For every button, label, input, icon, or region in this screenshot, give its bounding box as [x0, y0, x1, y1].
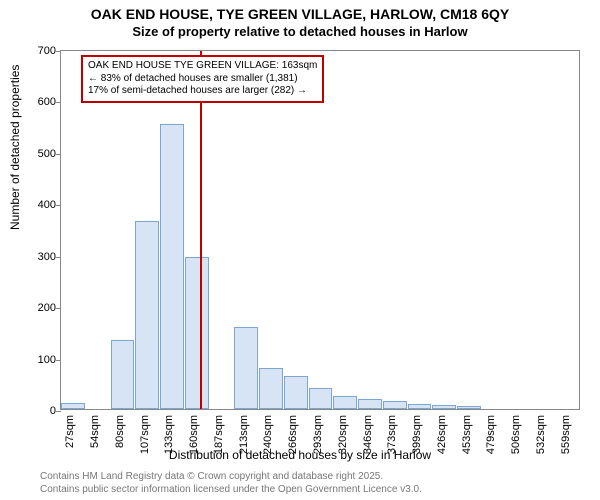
histogram-bar — [432, 405, 456, 409]
footer-line-1: Contains HM Land Registry data © Crown c… — [40, 471, 422, 484]
y-tick-label: 100 — [31, 354, 56, 366]
y-tick-mark — [56, 102, 61, 103]
y-tick-mark — [56, 205, 61, 206]
histogram-bar — [284, 376, 308, 409]
y-tick-label: 600 — [31, 96, 56, 108]
y-tick-mark — [56, 308, 61, 309]
annotation-line: 17% of semi-detached houses are larger (… — [88, 85, 317, 98]
y-axis-label: Number of detached properties — [8, 65, 22, 230]
histogram-bar — [383, 401, 407, 409]
x-tick-label: 54sqm — [89, 415, 101, 448]
histogram-bar — [111, 340, 135, 409]
chart-container: OAK END HOUSE, TYE GREEN VILLAGE, HARLOW… — [0, 0, 600, 500]
y-tick-label: 200 — [31, 302, 56, 314]
histogram-bar — [309, 388, 333, 409]
histogram-bar — [185, 257, 209, 409]
y-tick-label: 300 — [31, 251, 56, 263]
chart-title-main: OAK END HOUSE, TYE GREEN VILLAGE, HARLOW… — [0, 6, 600, 22]
histogram-bar — [333, 396, 357, 409]
histogram-bar — [457, 406, 481, 409]
histogram-bar — [234, 327, 258, 409]
histogram-bar — [61, 403, 85, 409]
histogram-bar — [408, 404, 432, 409]
y-tick-mark — [56, 411, 61, 412]
y-tick-label: 700 — [31, 45, 56, 57]
histogram-bar — [135, 221, 159, 409]
y-tick-label: 0 — [31, 405, 56, 417]
footer-attribution: Contains HM Land Registry data © Crown c… — [40, 471, 422, 496]
histogram-bar — [358, 399, 382, 409]
histogram-bar — [259, 368, 283, 409]
y-tick-mark — [56, 360, 61, 361]
x-tick-label: 27sqm — [64, 415, 76, 448]
histogram-bar — [160, 124, 184, 409]
y-tick-mark — [56, 154, 61, 155]
annotation-box: OAK END HOUSE TYE GREEN VILLAGE: 163sqm←… — [81, 55, 324, 103]
chart-title-sub: Size of property relative to detached ho… — [0, 24, 600, 39]
title-block: OAK END HOUSE, TYE GREEN VILLAGE, HARLOW… — [0, 0, 600, 39]
y-tick-mark — [56, 257, 61, 258]
y-tick-mark — [56, 51, 61, 52]
annotation-line: OAK END HOUSE TYE GREEN VILLAGE: 163sqm — [88, 60, 317, 73]
x-axis-label: Distribution of detached houses by size … — [0, 448, 600, 462]
y-tick-label: 400 — [31, 199, 56, 211]
footer-line-2: Contains public sector information licen… — [40, 484, 422, 497]
plot-area: 010020030040050060070027sqm54sqm80sqm107… — [60, 50, 580, 410]
annotation-line: ← 83% of detached houses are smaller (1,… — [88, 73, 317, 86]
reference-line — [200, 51, 202, 409]
x-tick-label: 80sqm — [114, 415, 126, 448]
y-tick-label: 500 — [31, 148, 56, 160]
